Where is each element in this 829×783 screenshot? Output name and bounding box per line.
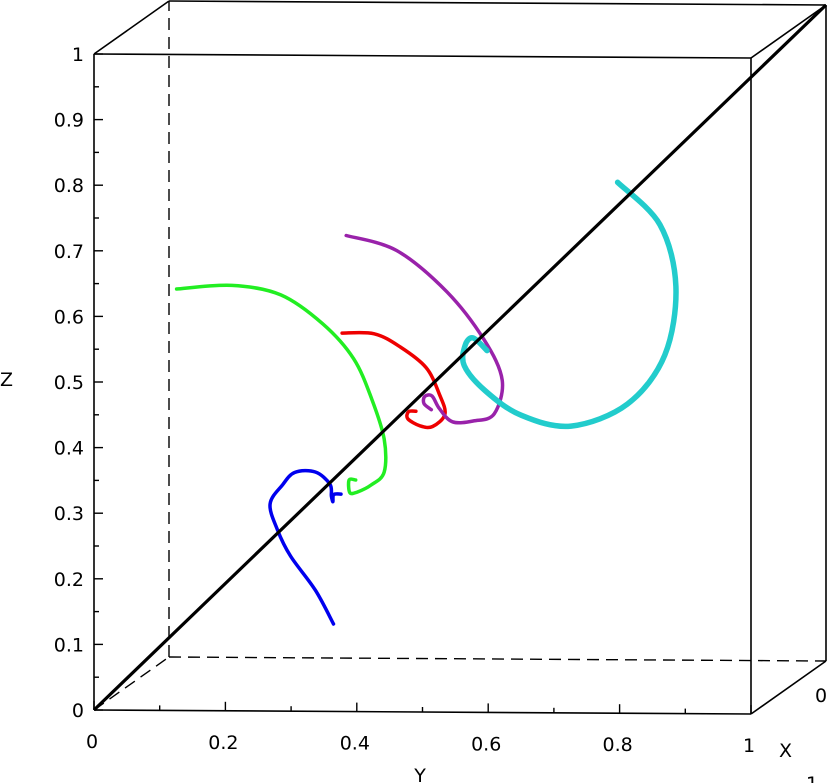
x-axis-label-fragment: 1: [806, 773, 818, 783]
axis-labels: 0 0.1 0.2 0.3 0.4 0.5 0.6 0.7 0.8 0.9 1 0 0.2 0.4 0.6 0…: [0, 44, 827, 783]
box-edge-hidden: [93, 656, 170, 711]
z-tick-label: 0.4: [54, 438, 84, 460]
series-layer: [174, 179, 679, 626]
box-edge: [750, 4, 827, 59]
z-axis-label: Z: [0, 369, 13, 391]
y-tick-label: 0.8: [602, 734, 632, 756]
box-edge: [168, 0, 827, 6]
y-tick-label: 0.4: [340, 733, 370, 755]
box-edge: [93, 0, 170, 55]
z-tick-label: 0.5: [54, 372, 84, 394]
z-tick-label: 0.1: [54, 634, 84, 656]
y-tick-label: 1: [743, 735, 755, 757]
z-tick-label: 0.6: [54, 306, 84, 328]
z-tick-label: 0.3: [54, 503, 84, 525]
x-axis-label: X: [779, 740, 792, 762]
series-line: [340, 330, 447, 430]
y-tick-label: 0.2: [208, 732, 238, 754]
y-tick-label: 0: [86, 731, 98, 753]
series-line: [459, 179, 679, 430]
z-tick-label: 0.8: [54, 175, 84, 197]
z-tick-label: 1: [72, 44, 84, 66]
series-line: [344, 233, 505, 425]
diagonal-line: [92, 3, 828, 712]
z-tick-label: 0.9: [54, 110, 84, 132]
z-tick-label: 0.2: [54, 569, 84, 591]
z-tick-label: 0: [72, 700, 84, 722]
series-line: [268, 468, 343, 626]
series-line: [174, 283, 388, 496]
y-tick-label: 0.6: [471, 733, 501, 755]
axis-ticks: [93, 53, 752, 714]
y-axis-label: Y: [413, 765, 426, 783]
box-edge: [93, 53, 752, 59]
box-edge-hidden: [168, 656, 827, 662]
diagonal-layer: [92, 3, 828, 712]
box-edge: [750, 660, 827, 715]
x-tick-label: 0: [815, 685, 827, 707]
z-tick-label: 0.7: [54, 241, 84, 263]
bounding-box: [93, 0, 827, 715]
